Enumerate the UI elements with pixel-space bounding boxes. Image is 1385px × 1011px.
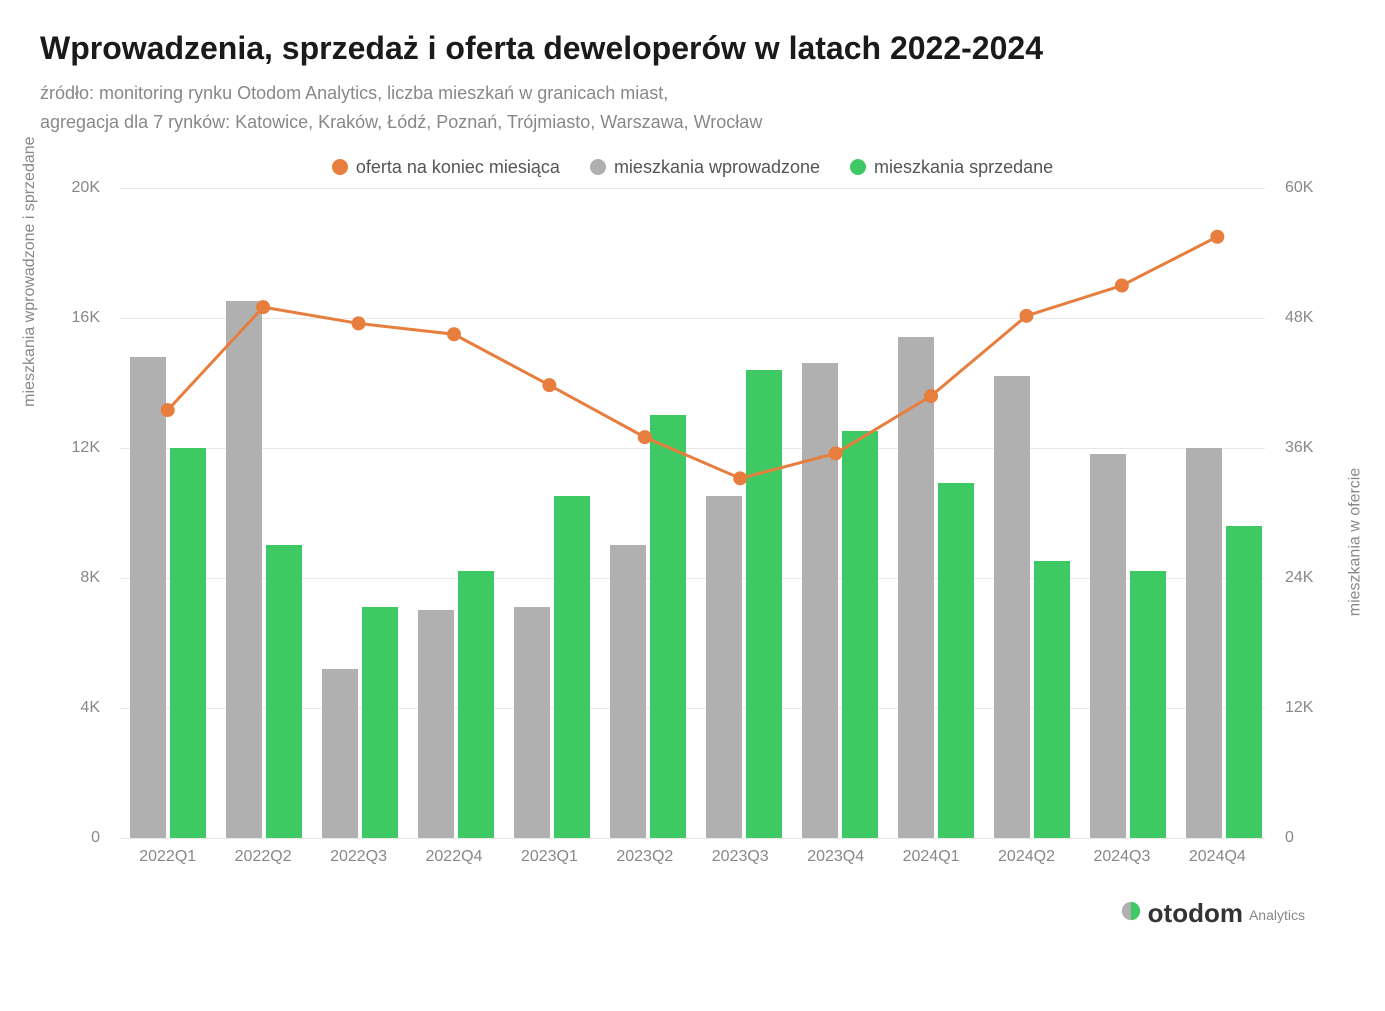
logo-icon [1120,900,1142,922]
line-marker [542,378,556,392]
line-marker [1115,278,1129,292]
line-marker [924,389,938,403]
y-right-tick: 60K [1285,179,1335,197]
legend-label-oferta: oferta na koniec miesiąca [356,157,560,178]
x-tick: 2023Q1 [502,838,597,878]
x-tick: 2022Q2 [215,838,310,878]
y-left-tick: 12K [50,439,100,457]
x-tick: 2023Q2 [597,838,692,878]
x-tick: 2022Q4 [406,838,501,878]
line-marker [829,446,843,460]
logo: otodom Analytics [1120,898,1305,929]
legend-label-wprowadzone: mieszkania wprowadzone [614,157,820,178]
x-tick: 2024Q1 [883,838,978,878]
footer: otodom Analytics [40,898,1345,929]
y-axis-right-label: mieszkania w ofercie [1346,467,1364,616]
logo-text: otodom [1148,898,1243,929]
plot-area [120,188,1265,838]
x-axis: 2022Q12022Q22022Q32022Q42023Q12023Q22023… [120,838,1265,878]
x-tick: 2024Q3 [1074,838,1169,878]
subtitle-line1: źródło: monitoring rynku Otodom Analytic… [40,79,1345,108]
line-marker [161,403,175,417]
line-marker [1019,308,1033,322]
line-marker [256,300,270,314]
y-left-tick: 0 [50,829,100,847]
chart: mieszkania wprowadzone i sprzedane miesz… [50,188,1335,878]
line-marker [352,316,366,330]
x-tick: 2024Q2 [979,838,1074,878]
x-tick: 2022Q1 [120,838,215,878]
x-tick: 2023Q4 [788,838,883,878]
y-right-tick: 48K [1285,309,1335,327]
chart-subtitle: źródło: monitoring rynku Otodom Analytic… [40,79,1345,137]
line-oferta [168,236,1218,478]
chart-title: Wprowadzenia, sprzedaż i oferta dewelope… [40,30,1345,67]
y-axis-left-label: mieszkania wprowadzone i sprzedane [21,136,39,406]
legend-label-sprzedane: mieszkania sprzedane [874,157,1053,178]
y-right-tick: 0 [1285,829,1335,847]
line-marker [638,430,652,444]
legend-dot-wprowadzone [590,159,606,175]
y-left-tick: 4K [50,699,100,717]
legend-item-sprzedane: mieszkania sprzedane [850,157,1053,178]
line-marker [733,471,747,485]
legend-item-oferta: oferta na koniec miesiąca [332,157,560,178]
y-axis-right: 012K24K36K48K60K [1285,188,1335,838]
y-axis-left: 04K8K12K16K20K [50,188,100,838]
y-right-tick: 24K [1285,569,1335,587]
y-left-tick: 8K [50,569,100,587]
line-marker [1210,229,1224,243]
subtitle-line2: agregacja dla 7 rynków: Katowice, Kraków… [40,108,1345,137]
legend-dot-oferta [332,159,348,175]
legend-item-wprowadzone: mieszkania wprowadzone [590,157,820,178]
legend: oferta na koniec miesiąca mieszkania wpr… [40,157,1345,178]
y-left-tick: 16K [50,309,100,327]
logo-subtext: Analytics [1249,907,1305,923]
y-right-tick: 36K [1285,439,1335,457]
x-tick: 2022Q3 [311,838,406,878]
y-right-tick: 12K [1285,699,1335,717]
x-tick: 2023Q3 [693,838,788,878]
line-marker [447,327,461,341]
x-tick: 2024Q4 [1170,838,1265,878]
y-left-tick: 20K [50,179,100,197]
line-overlay [120,188,1265,838]
legend-dot-sprzedane [850,159,866,175]
